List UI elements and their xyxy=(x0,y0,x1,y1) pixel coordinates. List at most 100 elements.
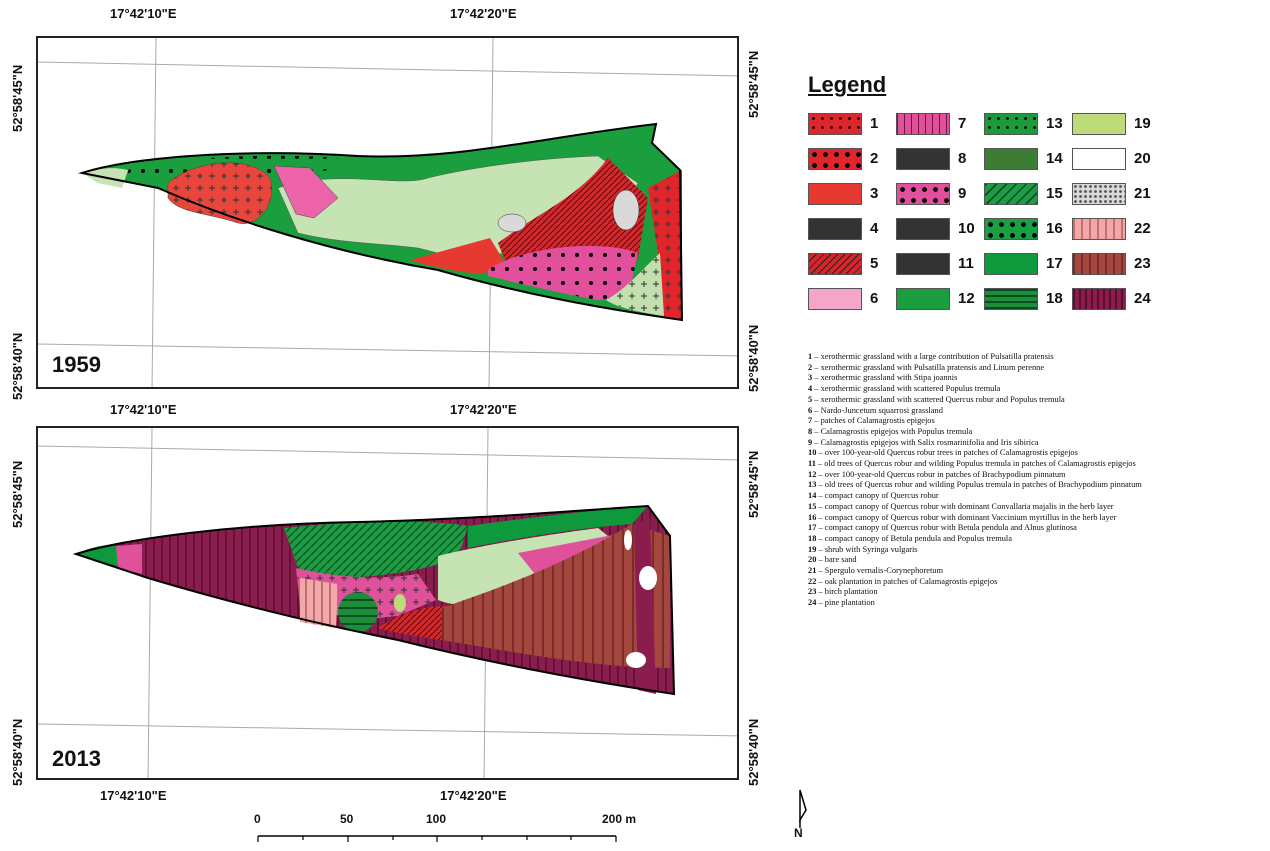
legend-swatch-12 xyxy=(896,288,950,310)
legend-item-13: 13 xyxy=(984,113,1074,139)
legend-description-text: – shrub with Syringa vulgaris xyxy=(816,544,918,554)
legend-description-number: 15 xyxy=(808,501,817,511)
legend-description-number: 12 xyxy=(808,469,817,479)
map-1959-area-9-pattern xyxy=(488,245,638,300)
map-2013-lon-top-label-2: 17°42'20"E xyxy=(450,402,517,417)
scale-label-200: 200 m xyxy=(602,812,637,826)
map-2013-outline xyxy=(72,504,676,696)
legend-item-23: 23 xyxy=(1072,253,1162,279)
legend-description-text: – compact canopy of Quercus robur with d… xyxy=(816,501,1114,511)
legend-description-18: 18 – compact canopy of Betula pendula an… xyxy=(808,534,1268,545)
legend-description-number: 7 xyxy=(808,416,813,426)
map-2013-year: 2013 xyxy=(52,746,101,771)
legend-description-text: – patches of Calamagrostis epigejos xyxy=(812,416,935,426)
legend-swatch-10 xyxy=(896,218,950,240)
legend-description-number: 21 xyxy=(808,566,817,576)
legend-description-15: 15 – compact canopy of Quercus robur wit… xyxy=(808,502,1268,513)
legend-item-2: 2 xyxy=(808,148,898,174)
legend-description-text: – xerothermic grassland with Stipa joann… xyxy=(812,373,958,383)
legend-description-text: – compact canopy of Quercus robur with d… xyxy=(816,512,1117,522)
legend-number-4: 4 xyxy=(870,220,879,237)
legend-description-10: 10 – over 100-year-old Quercus robur tre… xyxy=(808,448,1268,459)
legend-item-10: 10 xyxy=(896,218,986,244)
legend-description-number: 1 xyxy=(808,352,813,361)
legend-description-text: – compact canopy of Quercus robur xyxy=(816,491,939,501)
legend-description-text: – xerothermic grassland with a large con… xyxy=(812,352,1054,361)
scale-bar-svg xyxy=(257,835,617,842)
north-label: N xyxy=(794,826,803,840)
legend-number-14: 14 xyxy=(1046,150,1063,167)
legend-description-text: – Nardo-Juncetum squarrosi grassland xyxy=(812,405,943,415)
legend-item-3: 3 xyxy=(808,183,898,209)
map-2013-area-20c xyxy=(624,530,632,550)
legend-description-text: – old trees of Quercus robur and wilding… xyxy=(816,480,1142,490)
legend-swatch-1 xyxy=(808,113,862,135)
map-2013-area-18-pattern xyxy=(338,592,378,632)
legend-number-16: 16 xyxy=(1046,220,1063,237)
map-2013-lat-label-right-2: 52°58'40"N xyxy=(746,718,761,786)
legend-description-19: 19 – shrub with Syringa vulgaris xyxy=(808,545,1268,556)
legend-swatch-8 xyxy=(896,148,950,170)
map-1959-area-4-pattern xyxy=(168,162,272,224)
legend-item-22: 22 xyxy=(1072,218,1162,244)
legend-number-24: 24 xyxy=(1134,290,1151,307)
map-2013-lat-label-left-2: 52°58'40"N xyxy=(10,718,25,786)
legend-number-20: 20 xyxy=(1134,150,1151,167)
legend-description-text: – Calamagrostis epigejos with Populus tr… xyxy=(812,426,973,436)
legend-description-text: – over 100-year-old Quercus robur in pat… xyxy=(816,469,1066,479)
legend-description-number: 13 xyxy=(808,480,817,490)
map-1959-svg xyxy=(38,38,737,387)
scale-label-0: 0 xyxy=(254,812,261,826)
legend-description-text: – xerothermic grassland with scattered Q… xyxy=(812,394,1065,404)
legend-number-12: 12 xyxy=(958,290,975,307)
legend-title: Legend xyxy=(808,72,887,97)
legend-number-17: 17 xyxy=(1046,255,1063,272)
legend-item-17: 17 xyxy=(984,253,1074,279)
map-1959-area-8 xyxy=(273,165,339,219)
legend-descriptions: 1 – xerothermic grassland with a large c… xyxy=(808,352,1268,609)
map-1959-lon-label-1: 17°42'10"E xyxy=(110,6,177,21)
map-2013-area-15-pattern xyxy=(284,521,468,578)
legend-description-number: 14 xyxy=(808,491,817,501)
map-1959-lon-label-2: 17°42'20"E xyxy=(450,6,517,21)
legend-description-number: 10 xyxy=(808,448,817,458)
map-1959-graticule xyxy=(38,38,737,387)
legend-number-15: 15 xyxy=(1046,185,1063,202)
legend-description-text: – birch plantation xyxy=(816,587,878,597)
legend-description-16: 16 – compact canopy of Quercus robur wit… xyxy=(808,513,1268,524)
legend-description-number: 6 xyxy=(808,405,813,415)
legend-description-1: 1 – xerothermic grassland with a large c… xyxy=(808,352,1268,363)
legend-description-24: 24 – pine plantation xyxy=(808,598,1268,609)
map-1959-area-3 xyxy=(410,238,508,274)
legend-swatch-19 xyxy=(1072,113,1126,135)
map-1959-lat-label-left-1: 52°58'45"N xyxy=(10,64,25,132)
legend-description-number: 19 xyxy=(808,544,817,554)
legend-number-18: 18 xyxy=(1046,290,1063,307)
map-1959-area-11-pattern xyxy=(606,253,664,316)
legend-description-number: 24 xyxy=(808,598,817,608)
map-2013-lon-bottom-label-1: 17°42'10"E xyxy=(100,788,167,803)
north-arrow-icon xyxy=(799,789,807,828)
legend-description-14: 14 – compact canopy of Quercus robur xyxy=(808,491,1268,502)
legend-item-19: 19 xyxy=(1072,113,1162,139)
legend-number-3: 3 xyxy=(870,185,879,202)
legend-description-12: 12 – over 100-year-old Quercus robur in … xyxy=(808,470,1268,481)
legend-swatch-7 xyxy=(896,113,950,135)
map-1959-area-2-pattern xyxy=(648,170,682,320)
map-2013-lat-label-right-1: 52°58'45"N xyxy=(746,450,761,518)
map-1959-lat-label-right-1: 52°58'45"N xyxy=(746,50,761,118)
legend-swatch-23 xyxy=(1072,253,1126,275)
legend-number-13: 13 xyxy=(1046,115,1063,132)
map-2013-lon-bottom-label-2: 17°42'20"E xyxy=(440,788,507,803)
legend-description-3: 3 – xerothermic grassland with Stipa joa… xyxy=(808,373,1268,384)
legend-description-number: 22 xyxy=(808,576,817,586)
legend-swatch-14 xyxy=(984,148,1038,170)
legend-number-5: 5 xyxy=(870,255,879,272)
legend-description-20: 20 – bare sand xyxy=(808,555,1268,566)
legend-description-number: 2 xyxy=(808,362,813,372)
legend-item-8: 8 xyxy=(896,148,986,174)
legend-item-4: 4 xyxy=(808,218,898,244)
legend-description-number: 9 xyxy=(808,437,813,447)
scale-bar: 0 50 100 200 m xyxy=(250,812,650,846)
map-2013-lon-top-label-1: 17°42'10"E xyxy=(110,402,177,417)
